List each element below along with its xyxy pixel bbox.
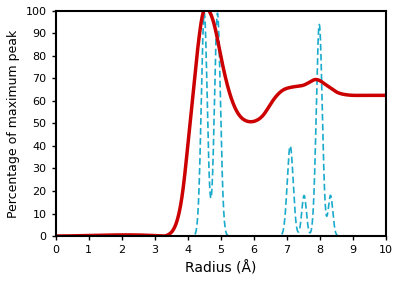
- X-axis label: Radius (Å): Radius (Å): [185, 261, 256, 275]
- Y-axis label: Percentage of maximum peak: Percentage of maximum peak: [7, 29, 20, 218]
